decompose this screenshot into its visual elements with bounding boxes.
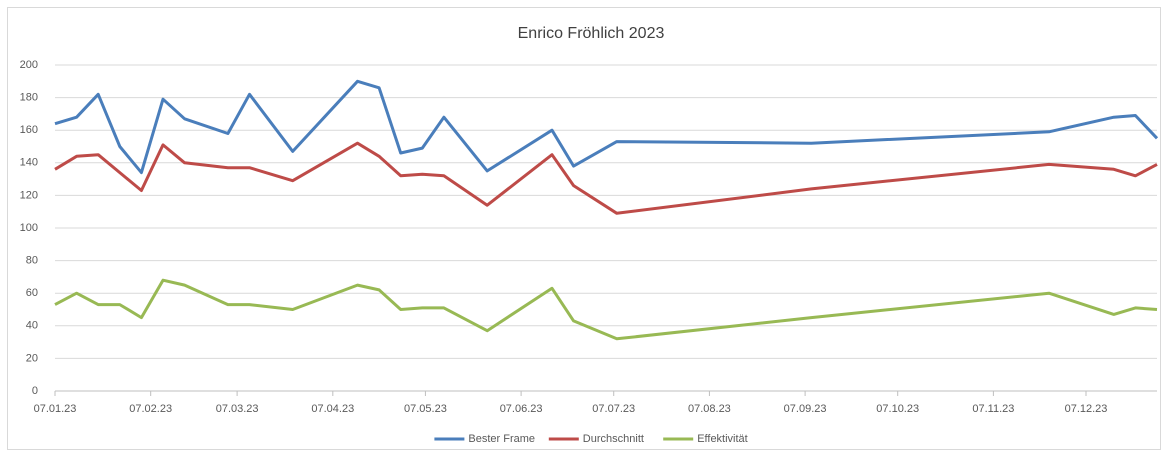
legend-label: Durchschnitt <box>583 433 644 445</box>
x-tick-label: 07.06.23 <box>500 403 543 415</box>
y-tick-label: 140 <box>20 157 38 169</box>
y-tick-label: 60 <box>26 287 38 299</box>
y-tick-label: 0 <box>32 385 38 397</box>
y-tick-label: 180 <box>20 92 38 104</box>
legend-label: Effektivität <box>697 433 748 445</box>
series-line <box>54 141 1158 215</box>
chart-title: Enrico Fröhlich 2023 <box>518 25 665 42</box>
x-tick-label: 07.05.23 <box>404 403 447 415</box>
series-line <box>54 278 1158 341</box>
x-tick-label: 07.11.23 <box>972 403 1014 415</box>
x-tick-label: 07.03.23 <box>216 403 259 415</box>
x-tick-label: 07.07.23 <box>592 403 635 415</box>
x-tick-label: 07.04.23 <box>311 403 354 415</box>
y-tick-label: 200 <box>20 59 38 71</box>
x-tick-label: 07.02.23 <box>129 403 172 415</box>
y-tick-label: 100 <box>20 222 38 234</box>
y-tick-label: 160 <box>20 124 38 136</box>
series-line <box>54 79 1159 175</box>
y-tick-label: 80 <box>26 255 38 267</box>
x-tick-label: 07.12.23 <box>1065 403 1108 415</box>
x-tick-label: 07.08.23 <box>688 403 731 415</box>
x-tick-label: 07.09.23 <box>784 403 827 415</box>
y-tick-label: 40 <box>26 320 38 332</box>
legend-label: Bester Frame <box>468 433 535 445</box>
x-tick-label: 07.01.23 <box>34 403 77 415</box>
y-tick-label: 120 <box>20 189 38 201</box>
x-tick-label: 07.10.23 <box>876 403 919 415</box>
y-tick-label: 20 <box>26 352 38 364</box>
